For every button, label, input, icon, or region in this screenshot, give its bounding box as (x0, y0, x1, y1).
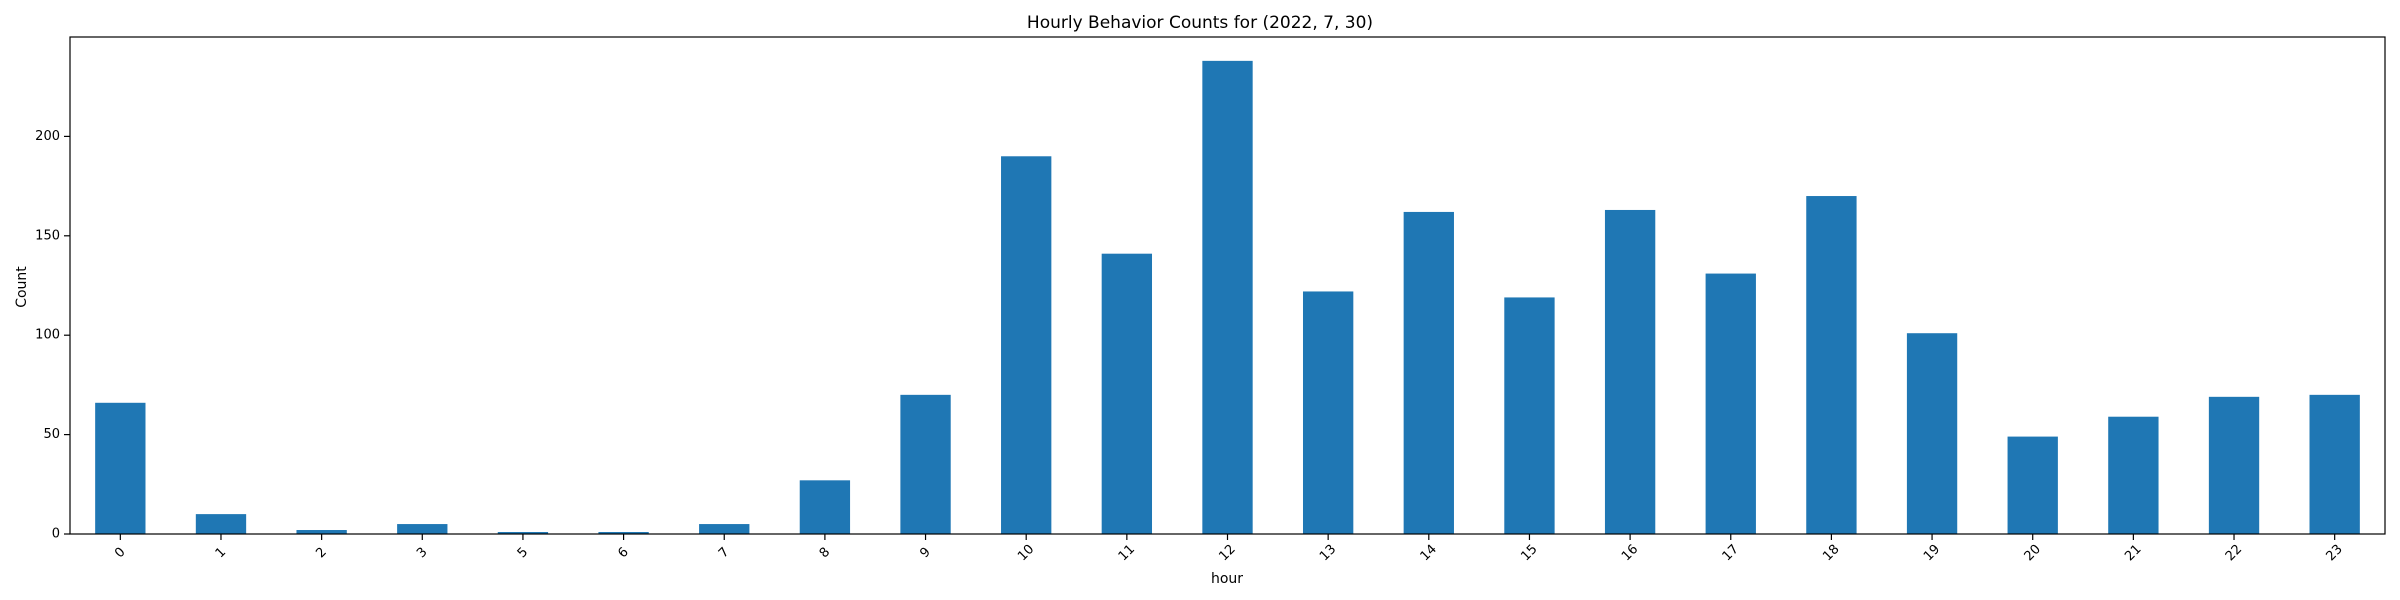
chart-title: Hourly Behavior Counts for (2022, 7, 30) (1027, 13, 1373, 33)
x-tick-label: 12 (1216, 542, 1238, 564)
bar-hour-12 (1202, 60, 1253, 535)
x-tick-label: 2 (313, 545, 329, 561)
bar-hour-11 (1101, 253, 1153, 534)
x-tick-label: 17 (1720, 542, 1742, 564)
x-tick-label: 8 (817, 545, 833, 561)
bar-hour-21 (2108, 416, 2159, 534)
x-tick-label: 22 (2223, 542, 2245, 564)
bar-hour-1 (195, 514, 247, 534)
x-axis-ticks: 0 1 2 3 5 6 7 8 9 10 11 12 13 14 15 16 17 18 19 20 21 22 23 (112, 534, 2346, 564)
x-tick-label: 13 (1317, 542, 1339, 564)
x-tick-label: 6 (615, 545, 631, 561)
x-tick-label: 9 (917, 545, 933, 561)
bar-hour-7 (699, 524, 750, 534)
x-tick-label: 16 (1619, 542, 1641, 564)
bar-hour-18 (1806, 196, 1857, 535)
bar-hour-3 (397, 524, 448, 534)
bar-hour-5 (497, 532, 549, 534)
bar-hour-15 (1504, 297, 1555, 534)
x-tick-label: 21 (2122, 542, 2144, 564)
x-tick-label: 10 (1015, 542, 1037, 564)
x-tick-label: 20 (2022, 542, 2044, 564)
x-tick-label: 14 (1418, 542, 1440, 564)
y-axis-label: Count (14, 266, 30, 308)
x-tick-label: 18 (1820, 542, 1842, 564)
y-axis-ticks: 0 50 100 150 200 (35, 129, 70, 542)
bar-hour-14 (1403, 211, 1454, 534)
bar-hour-8 (799, 480, 851, 534)
y-tick-label: 150 (35, 228, 60, 243)
x-tick-label: 23 (2324, 542, 2346, 564)
x-tick-label: 15 (1518, 542, 1540, 564)
plot-frame (69, 36, 2386, 535)
bar-hour-20 (2007, 436, 2058, 534)
bars-group (95, 60, 2360, 535)
bar-hour-19 (1906, 333, 1958, 534)
bar-hour-16 (1604, 209, 1656, 534)
bar-hour-10 (1001, 156, 1052, 534)
x-tick-label: 3 (414, 545, 430, 561)
x-tick-label: 5 (515, 545, 531, 561)
bar-hour-23 (2309, 394, 2360, 534)
bar-hour-17 (1705, 273, 1756, 534)
y-tick-label: 100 (35, 328, 60, 343)
y-tick-label: 0 (52, 527, 60, 542)
bar-hour-9 (900, 394, 951, 534)
bar-hour-0 (95, 402, 146, 534)
bar-hour-6 (598, 532, 649, 534)
x-tick-label: 11 (1116, 542, 1138, 564)
y-tick-label: 50 (43, 427, 60, 442)
x-tick-label: 1 (213, 545, 229, 561)
bar-hour-13 (1302, 291, 1354, 534)
x-tick-label: 19 (1921, 542, 1943, 564)
x-tick-label: 0 (112, 545, 128, 561)
bar-hour-2 (296, 530, 347, 534)
bar-hour-22 (2208, 396, 2260, 534)
y-tick-label: 200 (35, 129, 60, 144)
x-tick-label: 7 (716, 545, 732, 561)
x-axis-label: hour (1211, 571, 1243, 587)
